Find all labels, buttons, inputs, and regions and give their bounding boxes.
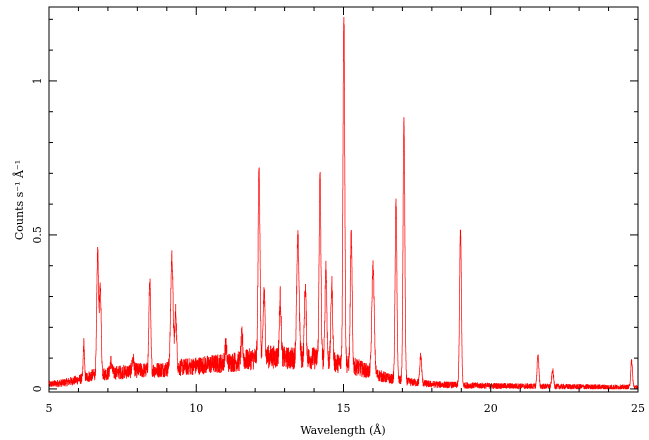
x-tick-label: 10 [189, 402, 203, 415]
spectrum-series-line [48, 17, 639, 390]
spectrum-layer [48, 17, 639, 390]
x-tick-label: 20 [484, 402, 498, 415]
x-tick-label: 5 [46, 402, 53, 415]
y-tick-label: 0 [31, 385, 44, 392]
x-tick-label: 25 [631, 402, 645, 415]
x-axis-ticks: 5 10 15 20 25 [46, 7, 645, 415]
y-tick-label: 0.5 [31, 226, 44, 244]
x-tick-label: 15 [337, 402, 351, 415]
y-axis-ticks: 00.51 [31, 18, 638, 392]
y-tick-label: 1 [31, 77, 44, 84]
y-axis-label: Counts s⁻¹ Å⁻¹ [12, 160, 26, 240]
x-axis-label: Wavelength (Å) [300, 423, 385, 437]
